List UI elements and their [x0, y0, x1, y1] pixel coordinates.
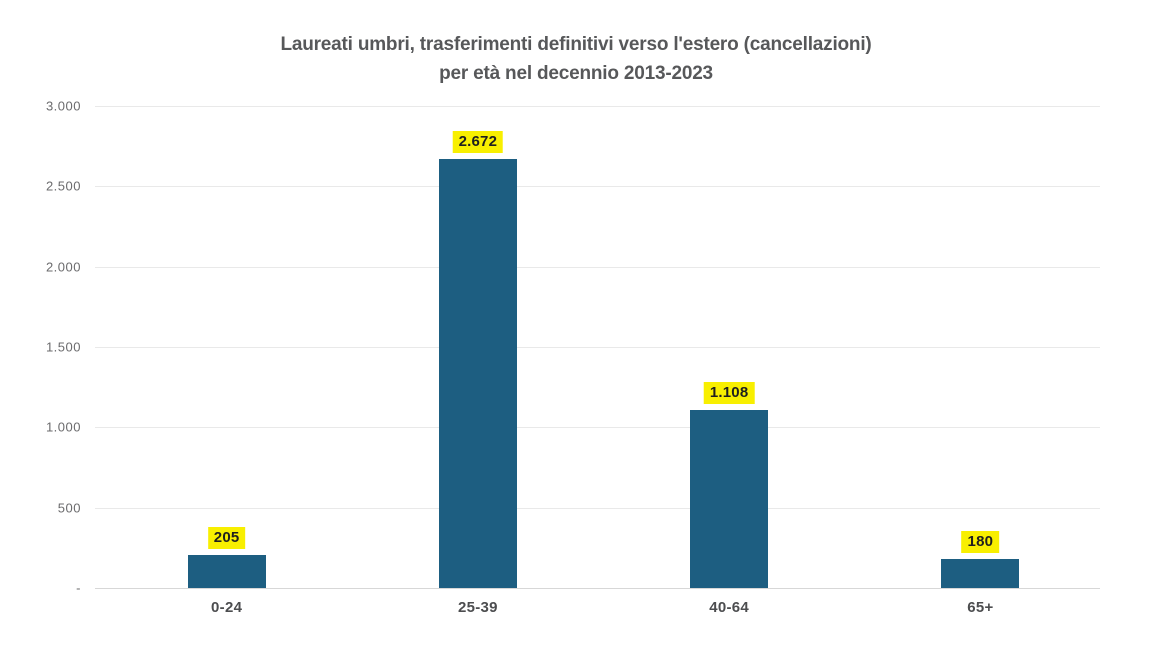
gridline [95, 106, 1100, 107]
bar-0-24: 205 [187, 527, 266, 588]
bar-value-label: 1.108 [703, 381, 755, 404]
x-axis-category-label: 25-39 [457, 599, 498, 616]
bar-fill [187, 555, 266, 588]
y-axis-tick-label: 3.000 [45, 98, 81, 114]
plot-area: 3.000 2.500 2.000 1.500 1.000 500 - 205 0-24 2.67… [46, 99, 1100, 616]
bar-65+: 180 [941, 531, 1020, 588]
y-axis-tick-label: - [76, 580, 81, 596]
x-axis-category-label: 65+ [967, 599, 994, 616]
chart-title-line1: Laureati umbri, trasferimenti definitivi… [280, 34, 872, 55]
chart-title: Laureati umbri, trasferimenti definitivi… [0, 30, 1152, 88]
bar-25-39: 2.672 [438, 130, 517, 588]
y-axis-tick-label: 1.500 [45, 339, 81, 355]
y-axis-tick-label: 1.000 [45, 419, 81, 435]
bar-value-label: 180 [961, 531, 1000, 554]
x-axis-category-label: 0-24 [211, 599, 243, 616]
gridline [95, 347, 1100, 348]
gridline [95, 186, 1100, 188]
bar-value-label: 205 [207, 527, 246, 550]
bar-value-label: 2.672 [452, 130, 504, 153]
gridline [95, 266, 1100, 268]
gridline [95, 507, 1100, 509]
y-axis-tick-label: 2.000 [45, 259, 81, 275]
bar-fill [690, 409, 769, 588]
bar-fill [941, 559, 1020, 588]
gridline [95, 427, 1100, 429]
bar-fill [438, 158, 517, 588]
y-axis-tick-label: 2.500 [45, 178, 81, 194]
chart-title-line2: per età nel decennio 2013-2023 [439, 63, 713, 84]
bar-40-64: 1.108 [690, 381, 769, 588]
y-axis-tick-label: 500 [57, 500, 81, 516]
x-axis-category-label: 40-64 [709, 599, 750, 616]
x-axis-line [95, 588, 1100, 589]
